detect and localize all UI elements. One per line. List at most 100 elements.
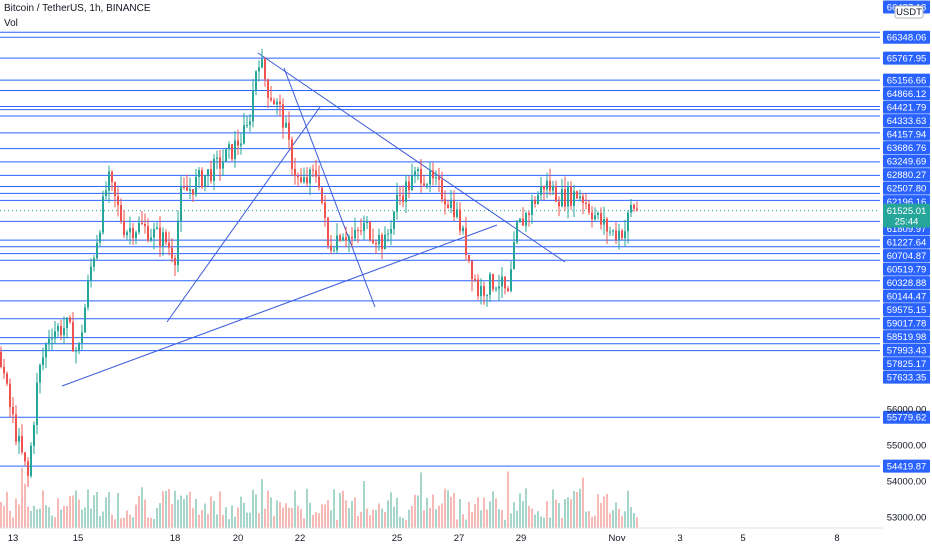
- volume-bar: [297, 505, 299, 528]
- volume-bar: [243, 502, 245, 528]
- candle: [384, 226, 386, 250]
- volume-bar: [579, 488, 581, 528]
- candle: [42, 347, 44, 371]
- volume-bar: [330, 510, 332, 528]
- candle: [138, 216, 140, 235]
- volume-bar: [33, 505, 35, 528]
- svg-text:58519.98: 58519.98: [887, 332, 927, 343]
- candle: [453, 190, 455, 221]
- candle: [462, 225, 464, 235]
- svg-text:61227.64: 61227.64: [887, 237, 927, 248]
- candle: [93, 255, 95, 272]
- volume-bar: [387, 500, 389, 528]
- svg-text:60328.88: 60328.88: [887, 278, 927, 289]
- volume-bar: [417, 495, 419, 528]
- svg-text:59017.78: 59017.78: [887, 318, 927, 329]
- trend-line[interactable]: [166, 106, 321, 323]
- candle: [492, 273, 494, 292]
- level-price-label: 58519.98: [883, 330, 930, 344]
- volume-bar: [147, 517, 149, 528]
- trend-line[interactable]: [283, 67, 376, 308]
- level-price-label: 55779.62: [883, 410, 930, 424]
- candle: [78, 341, 80, 355]
- candle: [270, 85, 272, 103]
- volume-bar: [153, 519, 155, 528]
- candle: [237, 129, 239, 155]
- candle: [45, 342, 47, 368]
- candle: [333, 245, 335, 253]
- candle: [372, 228, 374, 245]
- candle: [585, 193, 587, 210]
- candle: [90, 258, 92, 288]
- volume-bar: [42, 490, 44, 528]
- volume-bar: [414, 494, 416, 528]
- candle: [183, 177, 185, 190]
- volume-bar: [213, 500, 215, 528]
- volume-bar: [216, 514, 218, 528]
- volume-bar: [348, 508, 350, 528]
- volume-bar: [117, 493, 119, 528]
- trend-line[interactable]: [257, 52, 566, 263]
- volume-bar: [72, 495, 74, 528]
- volume-bar: [129, 514, 131, 528]
- candle: [336, 223, 338, 254]
- x-tick-label: 13: [8, 533, 19, 544]
- volume-bar: [519, 493, 521, 528]
- candle: [588, 199, 590, 215]
- level-price-label: 65767.95: [883, 51, 930, 65]
- svg-text:60519.79: 60519.79: [887, 264, 927, 275]
- level-price-label: 62507.80: [883, 181, 930, 195]
- volume-bar: [228, 519, 230, 528]
- volume-bar: [66, 505, 68, 528]
- volume-bar: [189, 491, 191, 528]
- candle: [243, 113, 245, 145]
- candle: [57, 322, 59, 337]
- volume-bar: [105, 497, 107, 528]
- level-price-label: 60519.79: [883, 262, 930, 276]
- volume-indicator-label[interactable]: Vol: [4, 18, 18, 29]
- candle: [222, 149, 224, 176]
- candle: [117, 187, 119, 217]
- candle: [177, 210, 179, 273]
- volume-bar: [267, 490, 269, 528]
- candle: [279, 94, 281, 117]
- x-tick-label: 5: [740, 533, 745, 544]
- trend-line[interactable]: [61, 224, 498, 387]
- candle: [501, 267, 503, 298]
- volume-bar: [465, 519, 467, 528]
- candle: [273, 97, 275, 105]
- candle: [21, 424, 23, 455]
- candle: [600, 207, 602, 230]
- x-tick-label: 8: [834, 533, 839, 544]
- volume-bar: [90, 508, 92, 528]
- currency-badge[interactable]: USDT: [894, 5, 924, 19]
- volume-bar: [258, 513, 260, 528]
- volume-bar: [432, 494, 434, 528]
- candle: [54, 320, 56, 344]
- volume-bar: [441, 503, 443, 528]
- candle: [522, 207, 524, 226]
- candle: [102, 190, 104, 235]
- candle: [390, 220, 392, 246]
- volume-bar: [150, 517, 152, 528]
- volume-bar: [495, 498, 497, 528]
- volume-bar: [606, 493, 608, 528]
- candle: [39, 363, 41, 394]
- candle: [81, 324, 83, 350]
- volume-bar: [621, 516, 623, 528]
- volume-bar: [162, 491, 164, 528]
- candle: [477, 274, 479, 300]
- candle: [621, 228, 623, 240]
- candle: [498, 274, 500, 301]
- candle: [366, 216, 368, 230]
- svg-text:55779.62: 55779.62: [887, 413, 927, 424]
- volume-bar: [294, 490, 296, 528]
- level-price-label: 57633.35: [883, 370, 930, 384]
- volume-bar: [600, 502, 602, 528]
- volume-bar: [171, 504, 173, 528]
- volume-bar: [381, 508, 383, 528]
- candle: [483, 281, 485, 305]
- volume-bar: [615, 502, 617, 528]
